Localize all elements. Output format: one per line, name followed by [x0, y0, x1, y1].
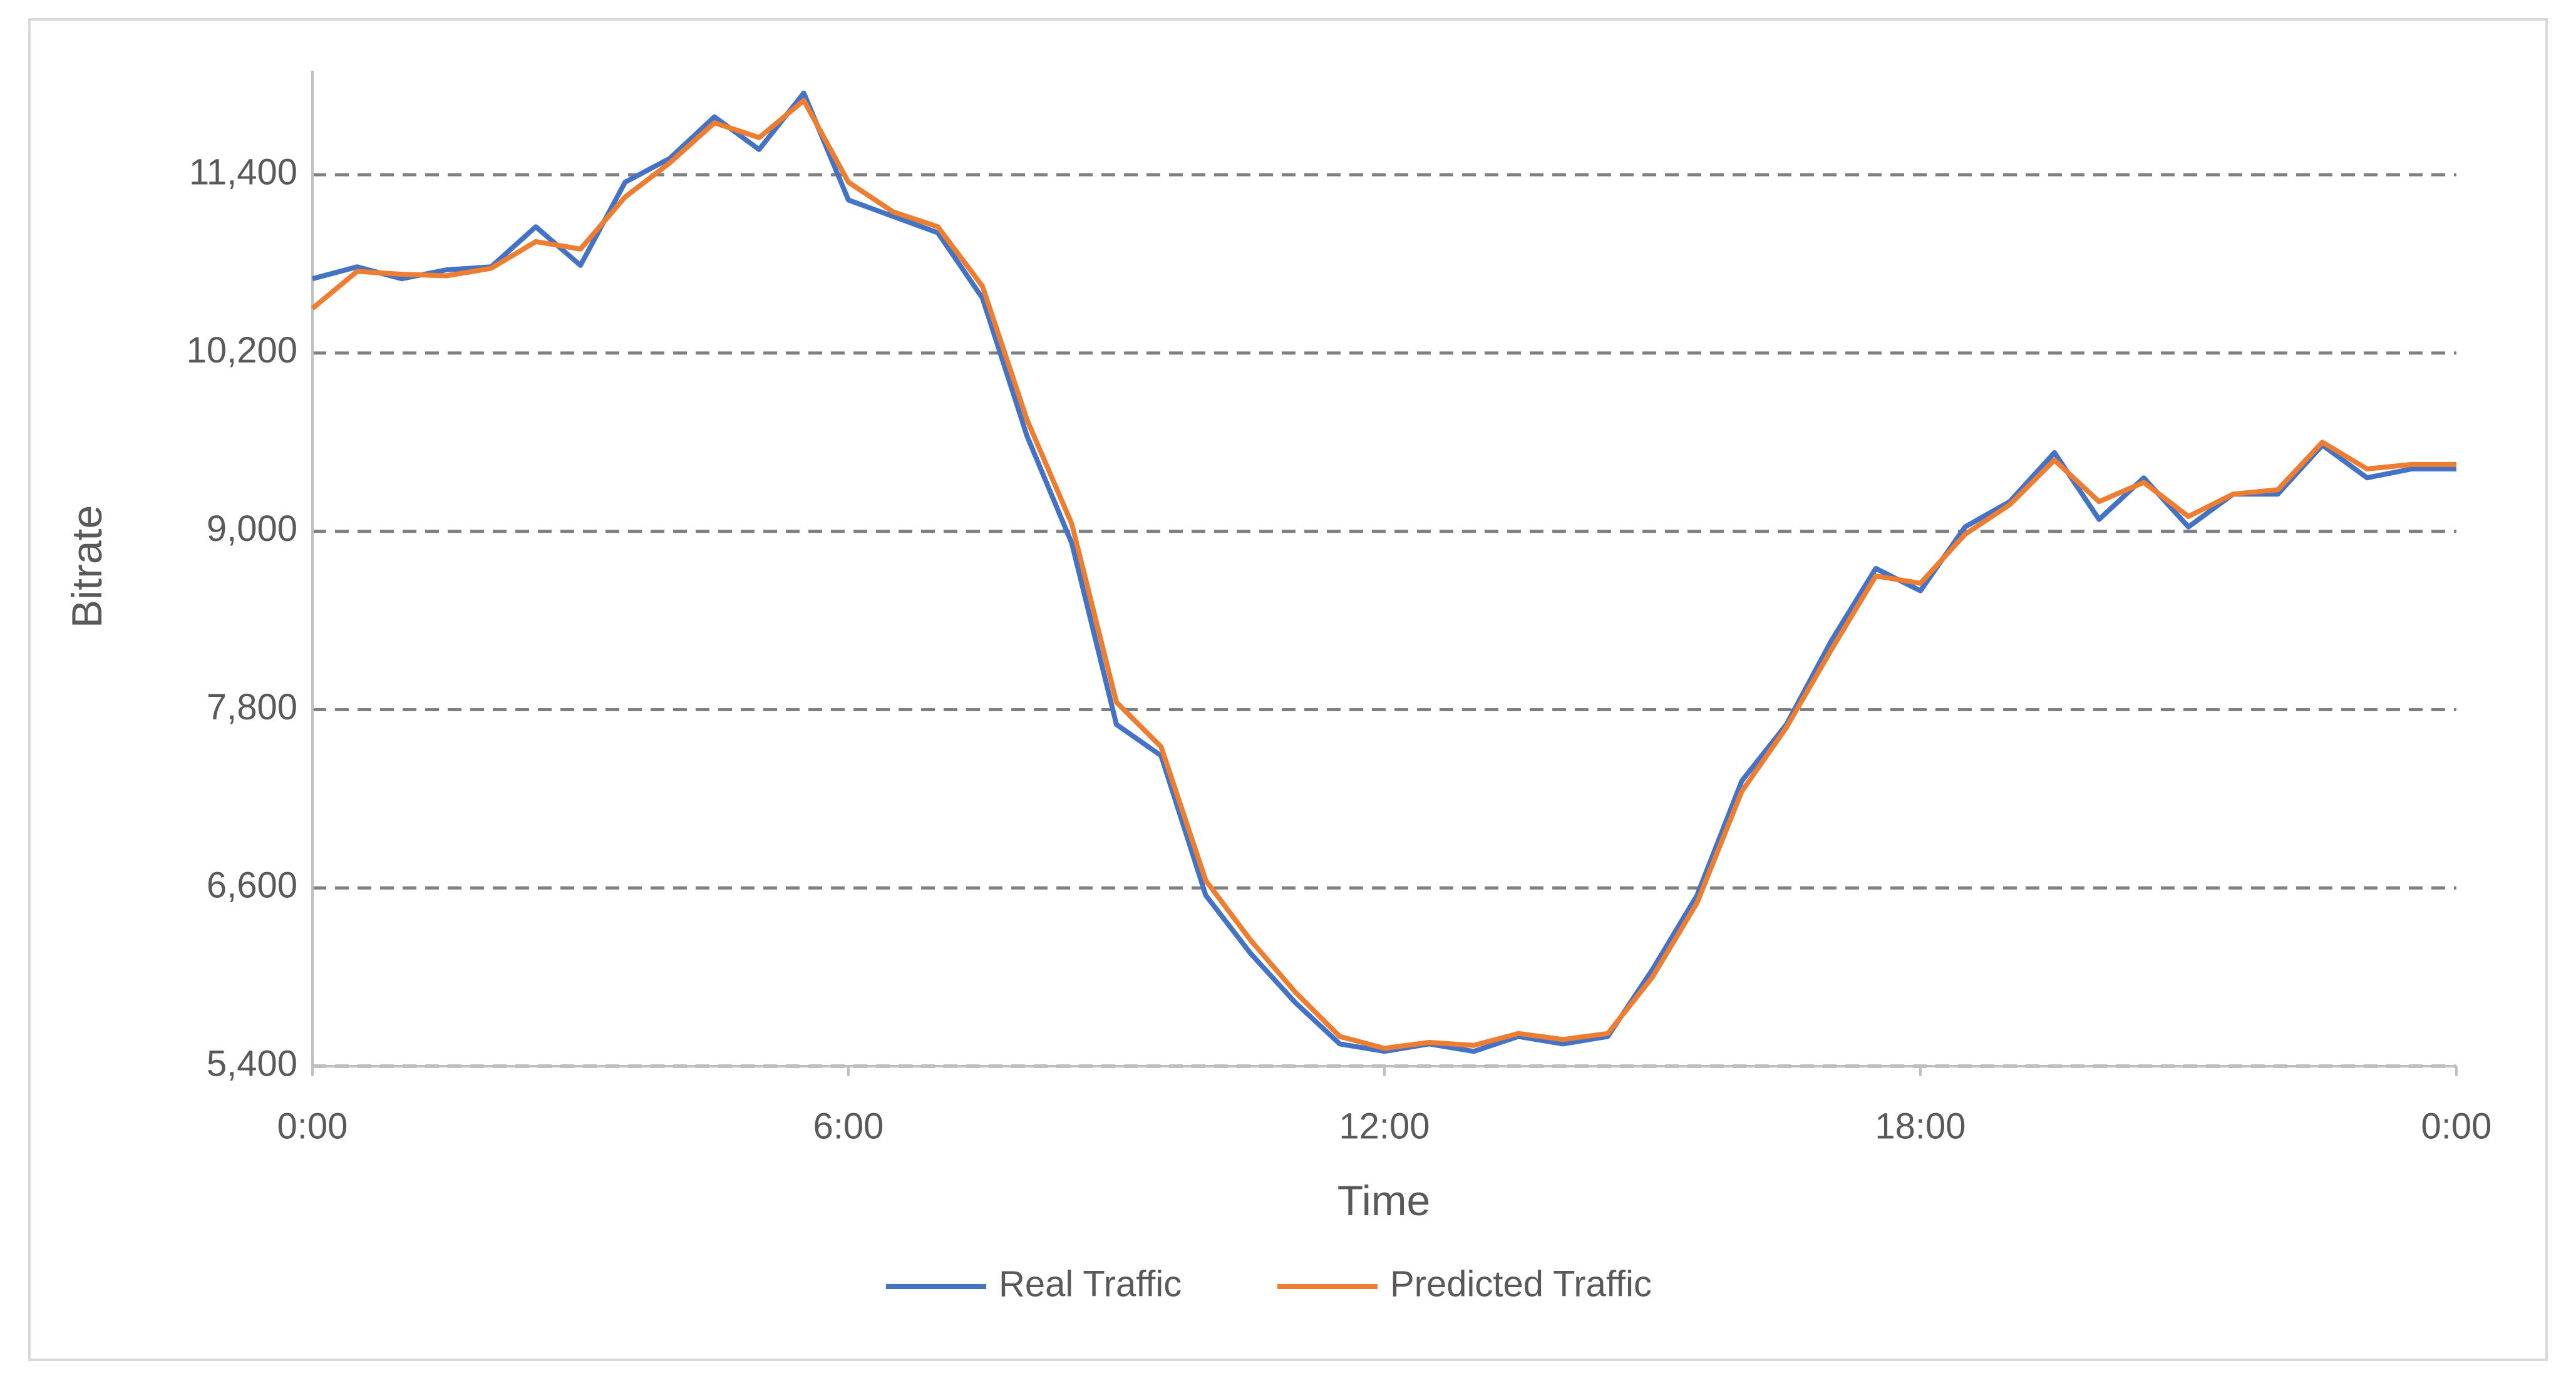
y-axis-title: Bitrate — [63, 505, 111, 629]
x-tick-label: 18:00 — [1875, 1106, 1965, 1146]
chart-border — [28, 18, 2548, 1361]
x-axis-title: Time — [1337, 1177, 1431, 1225]
legend-label: Real Traffic — [999, 1263, 1182, 1304]
y-tick-label: 10,200 — [187, 330, 297, 371]
x-tick-label: 12:00 — [1339, 1106, 1430, 1146]
series-line — [311, 98, 2456, 1051]
x-tick-label: 0:00 — [277, 1106, 348, 1146]
legend-label: Predicted Traffic — [1390, 1263, 1652, 1304]
y-tick-label: 6,600 — [207, 865, 297, 906]
x-tick-label: 6:00 — [813, 1106, 884, 1146]
series-line — [311, 90, 2456, 1054]
x-tick-label: 0:00 — [2421, 1106, 2492, 1146]
y-tick-label: 5,400 — [207, 1043, 297, 1084]
y-tick-label: 9,000 — [207, 508, 297, 549]
y-tick-label: 11,400 — [189, 152, 297, 192]
y-tick-label: 7,800 — [207, 687, 297, 727]
